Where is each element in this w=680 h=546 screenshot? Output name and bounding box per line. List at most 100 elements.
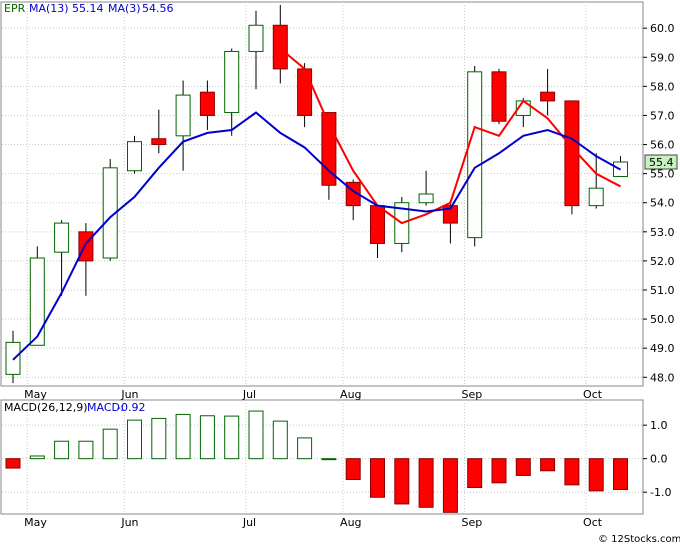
macd-bar xyxy=(78,440,94,460)
candle-body xyxy=(224,50,240,114)
price-grid xyxy=(2,2,642,386)
candle-body xyxy=(151,138,167,146)
macd-bar xyxy=(418,458,434,508)
price-y-tick-label: 60.0 xyxy=(650,22,675,35)
macd-month-label: Aug xyxy=(340,516,361,529)
macd-bar xyxy=(345,458,361,480)
ma3-line xyxy=(279,47,621,225)
macd-bar xyxy=(199,415,215,460)
macd-y-axis: 1.0 0.0 -1.0 xyxy=(643,419,671,499)
macd-month-label: May xyxy=(24,516,47,529)
macd-bar xyxy=(467,458,483,489)
candle-body xyxy=(78,231,94,262)
macd-bar xyxy=(491,458,507,484)
macd-bar xyxy=(564,458,580,486)
price-y-tick-label: 57.0 xyxy=(650,109,675,122)
candle-body xyxy=(248,24,264,52)
legend-ma3-label: MA(3) xyxy=(108,2,141,15)
macd-bar xyxy=(297,437,313,460)
macd-legend-label: MACD(26,12,9) xyxy=(4,401,88,414)
price-y-tick-label: 55.0 xyxy=(650,168,675,181)
candle-body xyxy=(564,100,580,207)
candle-body xyxy=(418,193,434,204)
candle-body xyxy=(297,68,313,116)
ma13-line xyxy=(12,111,621,361)
macd-bar xyxy=(5,458,21,469)
candle-body xyxy=(588,187,604,207)
macd-legend: MACD(26,12,9) MACD: -0.92 xyxy=(4,401,145,414)
watermark: © 12Stocks.com xyxy=(598,534,680,545)
price-y-tick-label: 54.0 xyxy=(650,197,675,210)
candle-body xyxy=(102,167,118,259)
macd-bar xyxy=(272,420,288,460)
macd-bar xyxy=(127,419,142,460)
macd-month-label: Jul xyxy=(242,516,256,529)
macd-y-tick-label: 0.0 xyxy=(650,453,668,466)
macd-bar xyxy=(54,440,70,460)
macd-bar xyxy=(29,455,45,460)
price-month-label: Jun xyxy=(120,388,138,401)
price-y-tick-label: 49.0 xyxy=(650,342,675,355)
candle-body xyxy=(175,94,191,137)
candle-body xyxy=(491,71,507,122)
price-y-tick-label: 52.0 xyxy=(650,255,675,268)
macd-x-axis: May Jun Jul Aug Sep Oct xyxy=(24,516,603,529)
price-y-tick-label: 48.0 xyxy=(650,371,675,384)
macd-month-label: Jun xyxy=(120,516,138,529)
last-price-tag-text: 55.4 xyxy=(649,156,674,169)
macd-bar xyxy=(442,458,458,513)
macd-bar xyxy=(321,458,337,461)
legend-ma13-label: MA(13) xyxy=(29,2,69,15)
macd-y-tick-label: 1.0 xyxy=(650,419,668,432)
macd-bar xyxy=(175,413,191,460)
macd-histogram xyxy=(5,410,628,513)
candle-body xyxy=(370,205,385,244)
last-price-tag: 55.4 xyxy=(644,154,678,170)
macd-month-label: Sep xyxy=(462,516,483,529)
candle-body xyxy=(442,205,458,224)
price-month-label: Oct xyxy=(583,388,603,401)
price-y-tick-label: 53.0 xyxy=(650,226,675,239)
candle-body xyxy=(127,141,142,172)
last-price-tag-box xyxy=(644,154,678,170)
legend-ma3-value: 54.56 xyxy=(142,2,174,15)
macd-bar xyxy=(540,458,556,472)
macd-bar xyxy=(394,458,410,505)
candle-body xyxy=(199,91,215,116)
price-y-tick-label: 51.0 xyxy=(650,284,675,297)
price-legend: EPR MA(13) 55.14 MA(3) 54.56 xyxy=(4,2,174,15)
candle-body xyxy=(540,91,556,102)
price-y-tick-label: 58.0 xyxy=(650,80,675,93)
candle-body xyxy=(272,24,288,70)
macd-panel-frame xyxy=(0,399,644,515)
macd-legend-value-label: MACD: xyxy=(87,401,124,414)
price-x-axis: May Jun Jul Aug Sep Oct xyxy=(24,388,603,401)
macd-bar xyxy=(224,415,240,460)
price-y-tick-label: 56.0 xyxy=(650,139,675,152)
legend-symbol: EPR xyxy=(4,2,26,15)
candle-body xyxy=(467,71,483,239)
price-month-label: Jul xyxy=(242,388,256,401)
price-y-tick-label: 50.0 xyxy=(650,313,675,326)
candle-body xyxy=(54,222,70,253)
macd-bar xyxy=(151,417,167,460)
macd-bar xyxy=(588,458,604,492)
legend-ma13-value: 55.14 xyxy=(72,2,104,15)
price-y-tick-label: 59.0 xyxy=(650,51,675,64)
macd-y-tick-label: -1.0 xyxy=(650,486,671,499)
macd-bar xyxy=(613,458,628,491)
moving-averages xyxy=(12,47,621,361)
candle-body xyxy=(5,341,21,375)
macd-bar xyxy=(102,428,118,460)
macd-grid xyxy=(2,400,642,514)
price-month-label: May xyxy=(24,388,47,401)
price-month-label: Aug xyxy=(340,388,361,401)
price-y-axis: 48.0 49.0 50.0 51.0 52.0 53.0 54.0 55.0 56.0 57.0… xyxy=(643,22,675,384)
macd-bar xyxy=(248,410,264,460)
macd-bar xyxy=(515,458,531,476)
price-month-label: Sep xyxy=(462,388,483,401)
macd-legend-value: -0.92 xyxy=(117,401,145,414)
candle-body xyxy=(29,257,45,346)
macd-month-label: Oct xyxy=(583,516,603,529)
